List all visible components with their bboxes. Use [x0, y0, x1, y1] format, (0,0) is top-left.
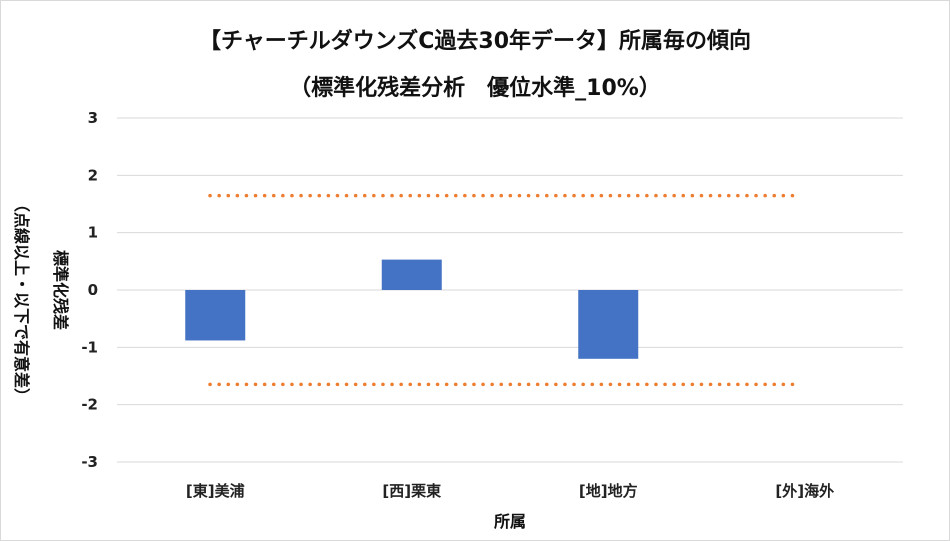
y-tick-label: 0: [88, 281, 98, 299]
chart-title-line2: （標準化残差分析 優位水準_10%）: [289, 75, 661, 101]
x-category-label: [地]地方: [579, 482, 638, 500]
bar: [381, 259, 442, 290]
y-tick-label: 1: [88, 224, 98, 242]
y-tick-label: -2: [81, 396, 98, 414]
chart-title-line1: 【チャーチルダウンズC過去30年データ】所属毎の傾向: [199, 28, 751, 54]
y-tick-labels: 3 2 1 0 -1 -2 -3: [81, 109, 98, 471]
y-axis-title: 標準化残差: [51, 250, 70, 330]
x-category-label: [東]美浦: [186, 482, 245, 500]
bars: [185, 259, 639, 359]
x-category-labels: [東]美浦 [西]栗東 [地]地方 [外]海外: [186, 482, 834, 500]
x-axis-title: 所属: [494, 512, 526, 531]
x-category-label: [外]海外: [775, 482, 834, 500]
y-tick-label: 2: [88, 166, 98, 184]
x-category-label: [西]栗東: [382, 482, 441, 500]
y-tick-label: 3: [88, 109, 98, 127]
y-axis-subtitle: （点線以上・以下で有意差）: [12, 196, 31, 404]
y-tick-label: -3: [81, 453, 98, 471]
significance-lines: [208, 193, 802, 387]
bar: [185, 290, 246, 341]
bar: [578, 290, 639, 359]
gridlines: [117, 117, 903, 463]
y-tick-label: -1: [81, 338, 98, 356]
